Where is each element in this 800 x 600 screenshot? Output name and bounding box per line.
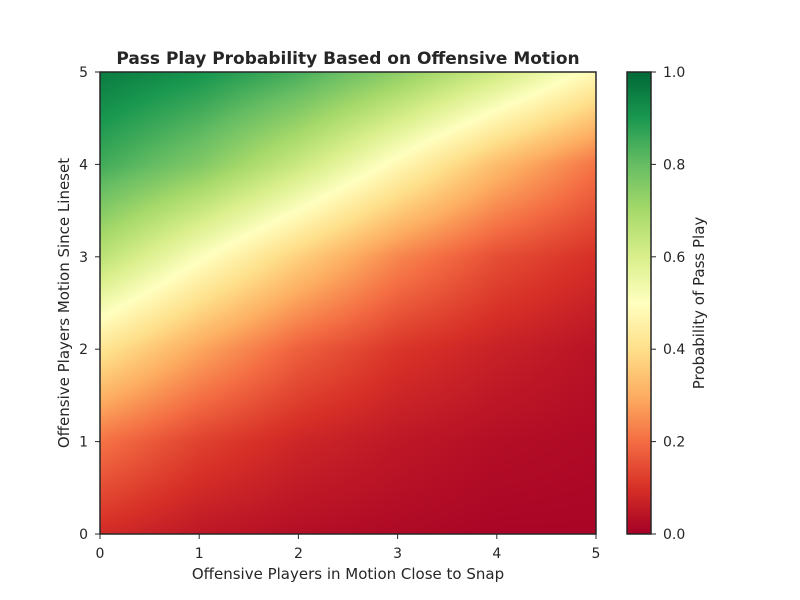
heatmap-surface [100, 72, 596, 534]
y-tick-label: 0 [79, 527, 88, 543]
y-tick-label: 3 [79, 250, 88, 266]
x-tick-label: 0 [96, 546, 105, 562]
colorbar: 0.0 0.2 0.4 0.6 0.8 1.0 Probability of Pass P… [626, 65, 708, 543]
y-axis: 0 1 2 3 4 5 [79, 65, 100, 543]
y-tick-label: 5 [79, 65, 88, 81]
colorbar-tick-label: 0.2 [663, 435, 685, 451]
x-tick-label: 3 [393, 546, 402, 562]
colorbar-tick-label: 0.8 [663, 157, 685, 173]
colorbar-tick-label: 0.6 [663, 250, 685, 266]
x-axis: 0 1 2 3 4 5 [96, 534, 601, 562]
colorbar-tick-label: 0.0 [663, 527, 685, 543]
heatmap-area [99, 71, 597, 535]
y-tick-label: 1 [79, 435, 88, 451]
colorbar-tick-label: 0.4 [663, 342, 685, 358]
x-axis-label: Offensive Players in Motion Close to Sna… [192, 565, 504, 583]
colorbar-tick-label: 1.0 [663, 65, 685, 81]
colorbar-frame [626, 71, 652, 535]
plot-frame [99, 71, 597, 535]
chart-title: Pass Play Probability Based on Offensive… [116, 49, 579, 69]
colorbar-label: Probability of Pass Play [690, 217, 708, 390]
x-tick-label: 2 [294, 546, 303, 562]
x-tick-label: 1 [195, 546, 204, 562]
y-tick-label: 4 [79, 157, 88, 173]
y-tick-label: 2 [79, 342, 88, 358]
x-tick-label: 4 [492, 546, 501, 562]
y-axis-label: Offensive Players Motion Since Lineset [55, 158, 73, 448]
colorbar-gradient [627, 72, 651, 534]
colorbar-ticks: 0.0 0.2 0.4 0.6 0.8 1.0 [651, 65, 685, 543]
x-tick-label: 5 [592, 546, 601, 562]
